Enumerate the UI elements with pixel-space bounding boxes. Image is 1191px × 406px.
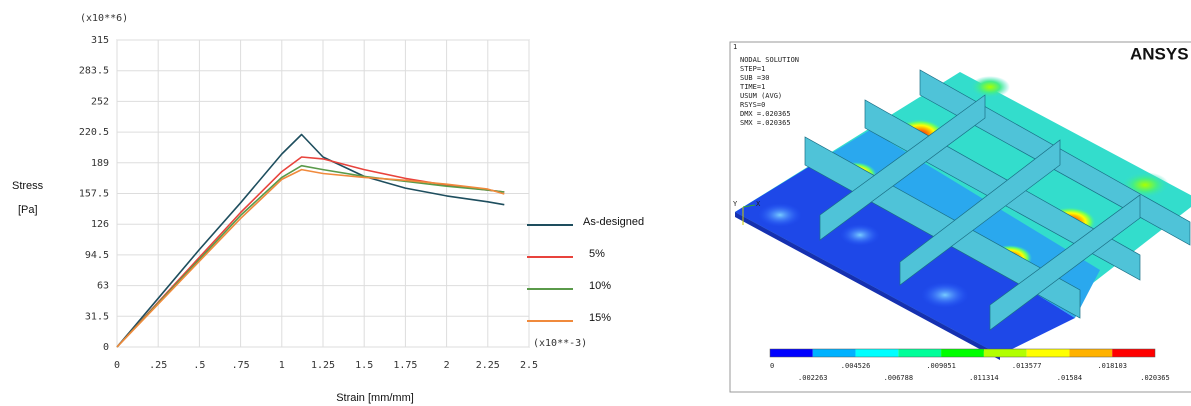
x-tick-label: .75 — [232, 360, 250, 371]
x-tick-label: 1.5 — [355, 360, 373, 371]
y-multiplier: (x10**6) — [80, 13, 128, 24]
colorbar-label: .01584 — [1057, 374, 1082, 382]
colorbar-segment — [856, 349, 899, 357]
y-tick-label: 252 — [91, 96, 109, 107]
y-tick-label: 189 — [91, 158, 109, 169]
x-tick-label: 2.5 — [520, 360, 538, 371]
solution-info: TIME=1 — [740, 83, 765, 91]
solution-info: USUM (AVG) — [740, 92, 782, 100]
colorbar-segment — [813, 349, 856, 357]
colorbar-label: .011314 — [969, 374, 999, 382]
colorbar-label: .013577 — [1012, 362, 1042, 370]
ansys-logo: ANSYS — [1130, 44, 1189, 63]
colorbar-label: .009051 — [926, 362, 956, 370]
y-tick-label: 157.5 — [79, 189, 109, 200]
deformation — [840, 224, 880, 246]
solution-info: DMX =.020365 — [740, 110, 791, 118]
y-tick-label: 63 — [97, 281, 109, 292]
y-tick-label: 126 — [91, 219, 109, 230]
legend-label: 10% — [589, 280, 611, 292]
x-tick-label: .25 — [149, 360, 167, 371]
colorbar-segment — [1069, 349, 1112, 357]
colorbar-segment — [770, 349, 813, 357]
legend-label: 5% — [589, 248, 605, 260]
x-tick-label: 1.25 — [311, 360, 335, 371]
colorbar-segment — [898, 349, 941, 357]
solution-info: SUB =30 — [740, 74, 770, 82]
x-tick-label: 1.75 — [393, 360, 417, 371]
y-tick-label: 283.5 — [79, 66, 109, 77]
figure: (x10**6) (x10**-3) Stress [Pa] Strain [m… — [0, 0, 1191, 406]
window-number: 1 — [733, 43, 737, 51]
deformation — [921, 282, 969, 308]
y-tick-label: 220.5 — [79, 127, 109, 138]
legend-label: 15% — [589, 312, 611, 324]
deformation — [758, 203, 802, 227]
solution-info: RSYS=0 — [740, 101, 765, 109]
x-tick-label: .5 — [193, 360, 205, 371]
y-tick-label: 94.5 — [85, 250, 109, 261]
solution-info: SMX =.020365 — [740, 119, 791, 127]
x-axis-label: Strain [mm/mm] — [336, 392, 414, 404]
y-axis-label: Stress — [12, 180, 44, 192]
y-axis-label: [Pa] — [18, 204, 38, 216]
x-tick-label: 0 — [114, 360, 120, 371]
colorbar-segment — [941, 349, 984, 357]
colorbar-segment — [1027, 349, 1070, 357]
y-tick-label: 31.5 — [85, 311, 109, 322]
colorbar-label: .018103 — [1097, 362, 1127, 370]
colorbar-segment — [1112, 349, 1155, 357]
x-tick-label: 1 — [279, 360, 285, 371]
stress-strain-chart: (x10**6) (x10**-3) Stress [Pa] Strain [m… — [12, 13, 644, 404]
solution-info: STEP=1 — [740, 65, 765, 73]
y-tick-label: 315 — [91, 35, 109, 46]
colorbar-label: 0 — [770, 362, 774, 370]
legend-label: As-designed — [583, 216, 644, 228]
x-multiplier: (x10**-3) — [533, 338, 587, 349]
colorbar-label: .006788 — [884, 374, 914, 382]
y-tick-label: 0 — [103, 342, 109, 353]
x-tick-label: 2.25 — [476, 360, 500, 371]
solution-info: NODAL SOLUTION — [740, 56, 799, 64]
colorbar-label: .002263 — [798, 374, 828, 382]
deformation — [970, 76, 1010, 98]
colorbar-label: .020365 — [1140, 374, 1170, 382]
colorbar-segment — [984, 349, 1027, 357]
x-tick-label: 2 — [444, 360, 450, 371]
colorbar-label: .004526 — [841, 362, 871, 370]
